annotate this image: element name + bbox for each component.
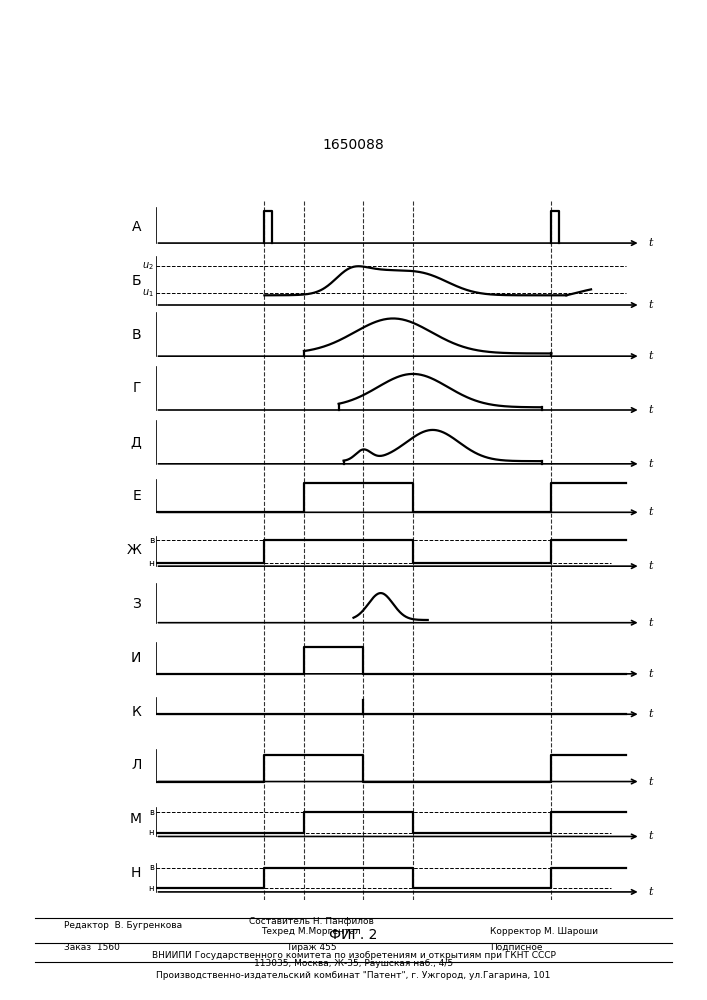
Text: $u_2$: $u_2$ — [142, 260, 154, 272]
Text: 113035, Москва, Ж-35, Раушская наб., 4/5: 113035, Москва, Ж-35, Раушская наб., 4/5 — [254, 960, 453, 968]
Text: ВНИИПИ Государственного комитета по изобретениям и открытиям при ГКНТ СССР: ВНИИПИ Государственного комитета по изоб… — [151, 952, 556, 960]
Text: t: t — [648, 618, 653, 628]
Text: t: t — [648, 831, 653, 841]
Text: t: t — [648, 351, 653, 361]
Text: Н: Н — [131, 866, 141, 880]
Text: Техред М.Моргентал: Техред М.Моргентал — [262, 928, 361, 936]
Text: t: t — [648, 507, 653, 517]
Text: ФИГ. 2: ФИГ. 2 — [329, 928, 378, 942]
Text: t: t — [648, 459, 653, 469]
Text: $u_1$: $u_1$ — [142, 287, 154, 299]
Text: Л: Л — [131, 758, 141, 772]
Text: н: н — [148, 828, 154, 837]
Text: в: в — [149, 863, 154, 872]
Text: Е: Е — [133, 489, 141, 503]
Text: Г: Г — [133, 381, 141, 395]
Text: М: М — [129, 812, 141, 826]
Text: Корректор М. Шароши: Корректор М. Шароши — [491, 928, 598, 936]
Text: З: З — [132, 597, 141, 611]
Text: t: t — [648, 669, 653, 679]
Text: В: В — [132, 328, 141, 342]
Text: Подписное: Подписное — [490, 942, 542, 952]
Text: Составитель Н. Панфилов: Составитель Н. Панфилов — [249, 918, 373, 926]
Text: в: в — [149, 808, 154, 817]
Text: А: А — [132, 220, 141, 234]
Text: Заказ  1560: Заказ 1560 — [64, 942, 119, 952]
Text: в: в — [148, 536, 154, 545]
Text: Производственно-издательский комбинат "Патент", г. Ужгород, ул.Гагарина, 101: Производственно-издательский комбинат "П… — [156, 970, 551, 980]
Text: 1650088: 1650088 — [322, 138, 385, 152]
Text: И: И — [131, 651, 141, 665]
Text: Редактор  В. Бугренкова: Редактор В. Бугренкова — [64, 922, 182, 930]
Text: Тираж 455: Тираж 455 — [286, 942, 337, 952]
Text: t: t — [648, 709, 653, 719]
Text: t: t — [648, 561, 653, 571]
Text: н: н — [148, 559, 154, 568]
Text: t: t — [648, 238, 653, 248]
Text: t: t — [648, 405, 653, 415]
Text: t: t — [648, 887, 653, 897]
Text: Б: Б — [132, 274, 141, 288]
Text: Д: Д — [131, 435, 141, 449]
Text: t: t — [648, 300, 653, 310]
Text: К: К — [132, 705, 141, 719]
Text: t: t — [648, 777, 653, 787]
Text: н: н — [148, 884, 154, 893]
Text: Ж: Ж — [127, 543, 141, 557]
